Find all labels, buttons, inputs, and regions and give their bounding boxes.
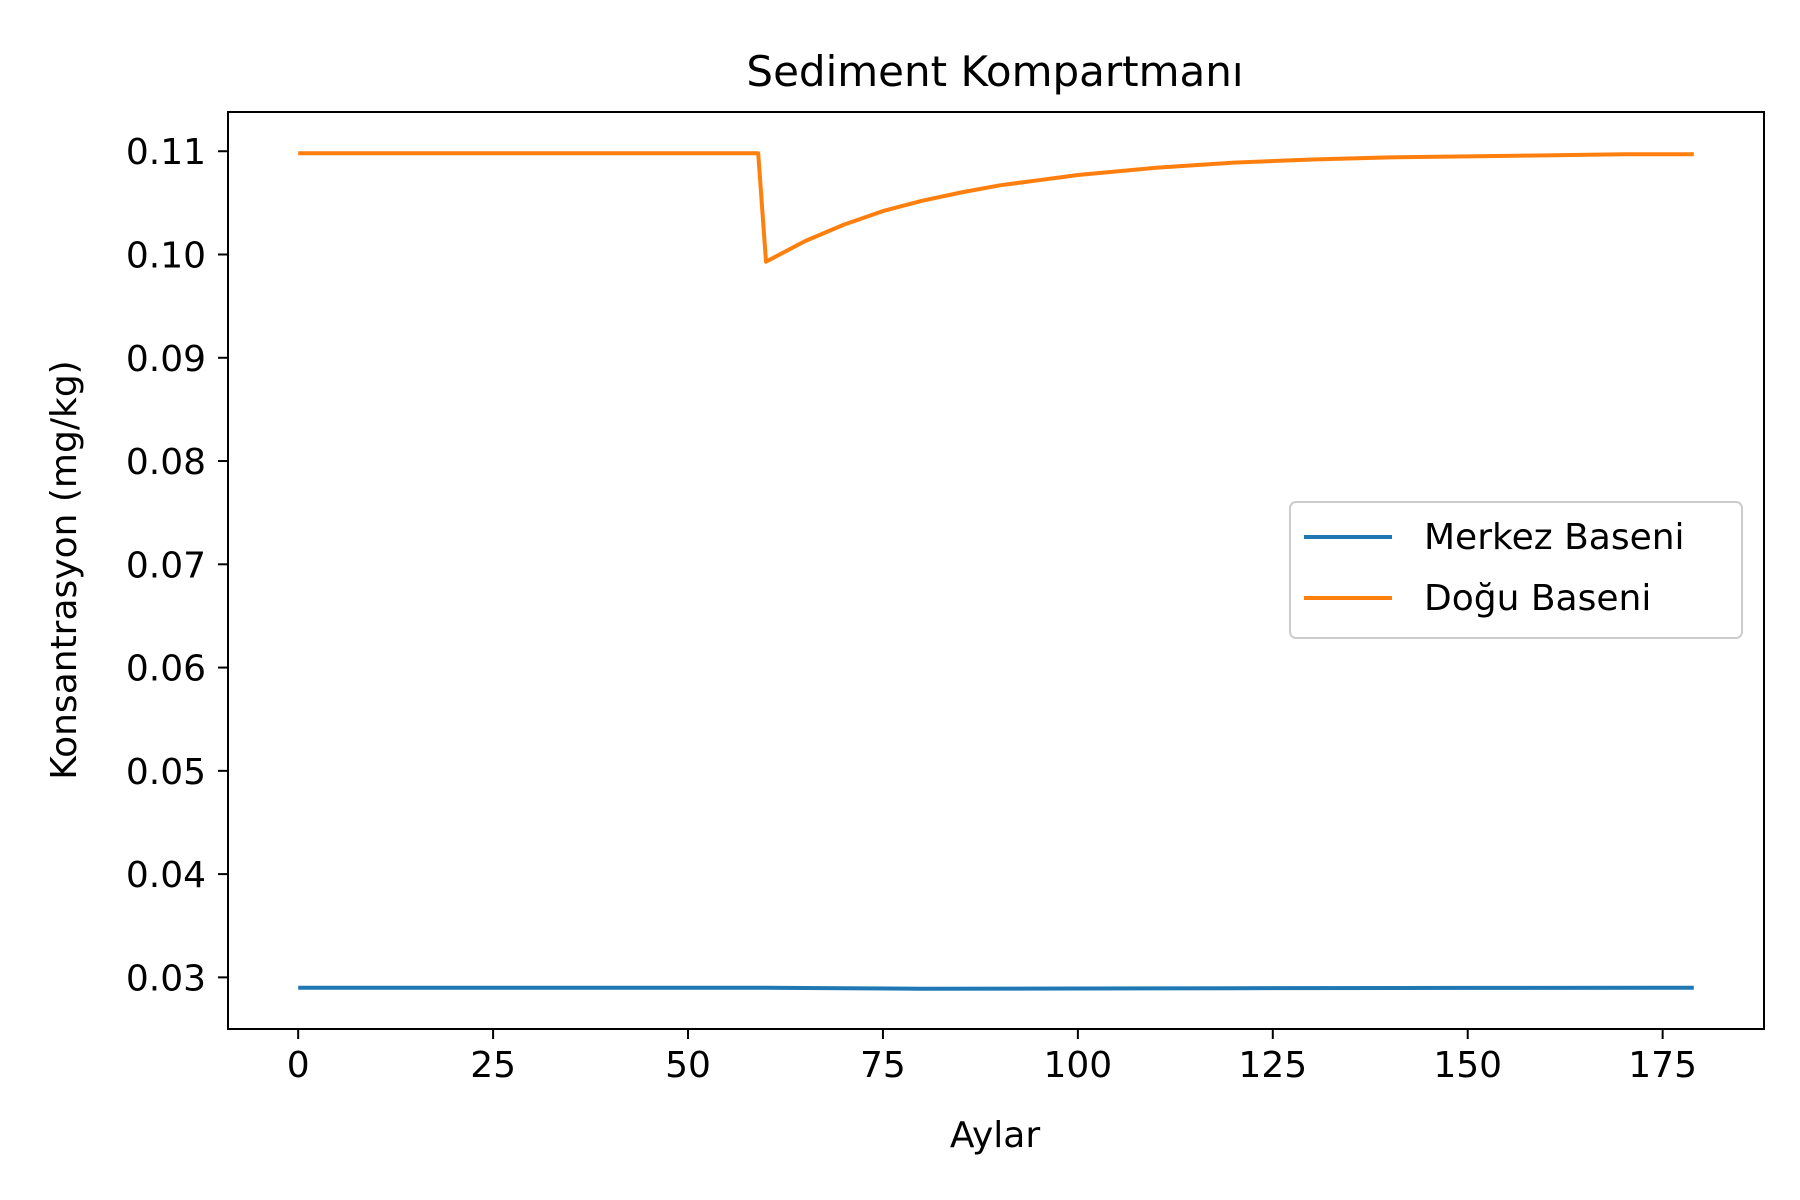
legend: Merkez Baseni Doğu Baseni bbox=[1289, 501, 1743, 639]
y-tick-label: 0.09 bbox=[126, 339, 206, 380]
series-line-dogu-baseni bbox=[298, 151, 1694, 264]
y-tick-label: 0.06 bbox=[126, 649, 206, 690]
y-tick-label: 0.11 bbox=[126, 132, 206, 173]
x-tick-label: 25 bbox=[470, 1045, 516, 1086]
legend-label-merkez-baseni: Merkez Baseni bbox=[1424, 517, 1685, 558]
chart-title: Sediment Kompartmanı bbox=[746, 47, 1243, 96]
y-tick-label: 0.07 bbox=[126, 545, 206, 586]
y-tick-label: 0.08 bbox=[126, 442, 206, 483]
x-tick-label: 100 bbox=[1044, 1045, 1113, 1086]
series-layer bbox=[298, 151, 1694, 991]
y-tick-label: 0.04 bbox=[126, 855, 206, 896]
legend-box bbox=[1289, 501, 1743, 639]
x-axis: 0 25 50 75 100 125 150 175 bbox=[287, 1029, 1697, 1086]
x-tick-label: 125 bbox=[1238, 1045, 1307, 1086]
y-tick-label: 0.03 bbox=[126, 958, 206, 999]
x-tick-label: 50 bbox=[665, 1045, 711, 1086]
y-axis-label: Konsantrasyon (mg/kg) bbox=[44, 360, 85, 779]
x-tick-label: 150 bbox=[1433, 1045, 1502, 1086]
plot-frame bbox=[227, 111, 1765, 1030]
y-axis: 0.03 0.04 0.05 0.06 0.07 0.08 0.09 0.10 0.11 bbox=[126, 132, 228, 999]
y-tick-label: 0.10 bbox=[126, 236, 206, 277]
x-tick-label: 175 bbox=[1628, 1045, 1697, 1086]
x-axis-label: Aylar bbox=[950, 1115, 1041, 1156]
legend-label-dogu-baseni: Doğu Baseni bbox=[1424, 578, 1651, 619]
x-tick-label: 75 bbox=[860, 1045, 906, 1086]
y-tick-label: 0.05 bbox=[126, 752, 206, 793]
series-line-merkez-baseni bbox=[298, 985, 1694, 991]
x-tick-label: 0 bbox=[287, 1045, 310, 1086]
